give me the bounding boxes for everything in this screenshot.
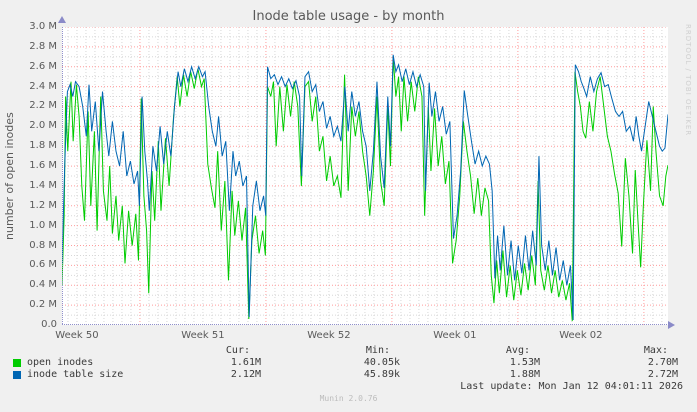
legend-value-cur: 1.61M <box>230 357 261 368</box>
x-tick-label: Week 50 <box>55 330 99 341</box>
munin-version-watermark: Munin 2.0.76 <box>319 394 378 403</box>
legend-swatch-open-inodes <box>13 359 21 367</box>
legend-swatch-inode-table-size <box>13 371 21 379</box>
y-tick-label: 1.8 M <box>29 140 57 152</box>
x-tick-label: Week 01 <box>433 330 477 341</box>
y-tick-label: 0.2 M <box>29 299 57 311</box>
legend-value-avg: 1.53M <box>509 357 540 368</box>
y-tick-label: 0.4 M <box>29 279 57 291</box>
y-tick-label: 0.0 <box>41 319 57 330</box>
x-tick-label: Week 51 <box>181 330 225 341</box>
y-tick-label: 2.6 M <box>29 60 57 72</box>
chart-canvas <box>62 27 668 325</box>
y-tick-label: 1.4 M <box>29 179 57 191</box>
last-update: Last update: Mon Jan 12 04:01:11 2026 <box>460 381 683 392</box>
legend-value-max: 2.72M <box>647 369 678 380</box>
y-tick-label: 1.2 M <box>29 199 57 211</box>
y-tick-label: 0.6 M <box>29 259 57 271</box>
legend-header-cur: Cur: <box>225 345 250 356</box>
legend-label-open-inodes: open inodes <box>27 357 94 368</box>
y-tick-label: 3.0 M <box>29 21 57 32</box>
y-tick-label: 1.0 M <box>29 219 57 231</box>
x-tick-label: Week 52 <box>307 330 351 341</box>
legend-value-min: 40.05k <box>363 357 400 368</box>
x-axis-arrow-icon <box>668 321 675 329</box>
y-tick-label: 2.4 M <box>29 80 57 92</box>
y-tick-label: 2.8 M <box>29 40 57 52</box>
legend-header-min: Min: <box>365 345 390 356</box>
graph-title: Inode table usage - by month <box>252 9 445 24</box>
y-axis-arrow-icon <box>58 16 66 23</box>
legend-header-max: Max: <box>643 345 668 356</box>
rrdtool-credit: RRDTOOL / TOBI OETIKER <box>684 24 692 137</box>
y-tick-label: 2.2 M <box>29 100 57 112</box>
x-tick-label: Week 02 <box>559 330 603 341</box>
y-tick-label: 2.0 M <box>29 120 57 132</box>
legend-value-cur: 2.12M <box>230 369 261 380</box>
legend-value-min: 45.89k <box>363 369 400 380</box>
y-tick-label: 0.8 M <box>29 239 57 251</box>
y-tick-label: 1.6 M <box>29 160 57 172</box>
legend-label-inode-table-size: inode table size <box>27 369 124 380</box>
legend-value-avg: 1.88M <box>509 369 540 380</box>
legend-header-avg: Avg: <box>505 345 530 356</box>
plot-area <box>62 27 668 325</box>
legend-value-max: 2.70M <box>647 357 678 368</box>
